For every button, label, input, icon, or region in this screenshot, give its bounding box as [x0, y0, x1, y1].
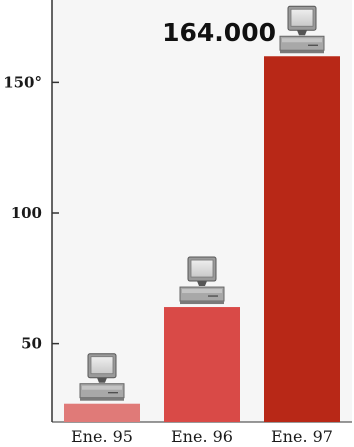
computer-icon: [279, 5, 325, 54]
y-tick-label: 150°: [3, 73, 42, 91]
bar: [264, 56, 340, 422]
computer-icon: [179, 256, 225, 305]
y-tick-label: 100: [11, 204, 42, 222]
data-label: 164.000: [162, 18, 276, 47]
x-tick-label: Ene. 95: [71, 427, 133, 446]
y-tick-label: 50: [21, 335, 42, 353]
x-tick-label: Ene. 96: [171, 427, 233, 446]
bar: [64, 403, 140, 422]
bar: [164, 307, 240, 422]
x-tick-label: Ene. 97: [271, 427, 333, 446]
computer-icon: [79, 353, 125, 401]
